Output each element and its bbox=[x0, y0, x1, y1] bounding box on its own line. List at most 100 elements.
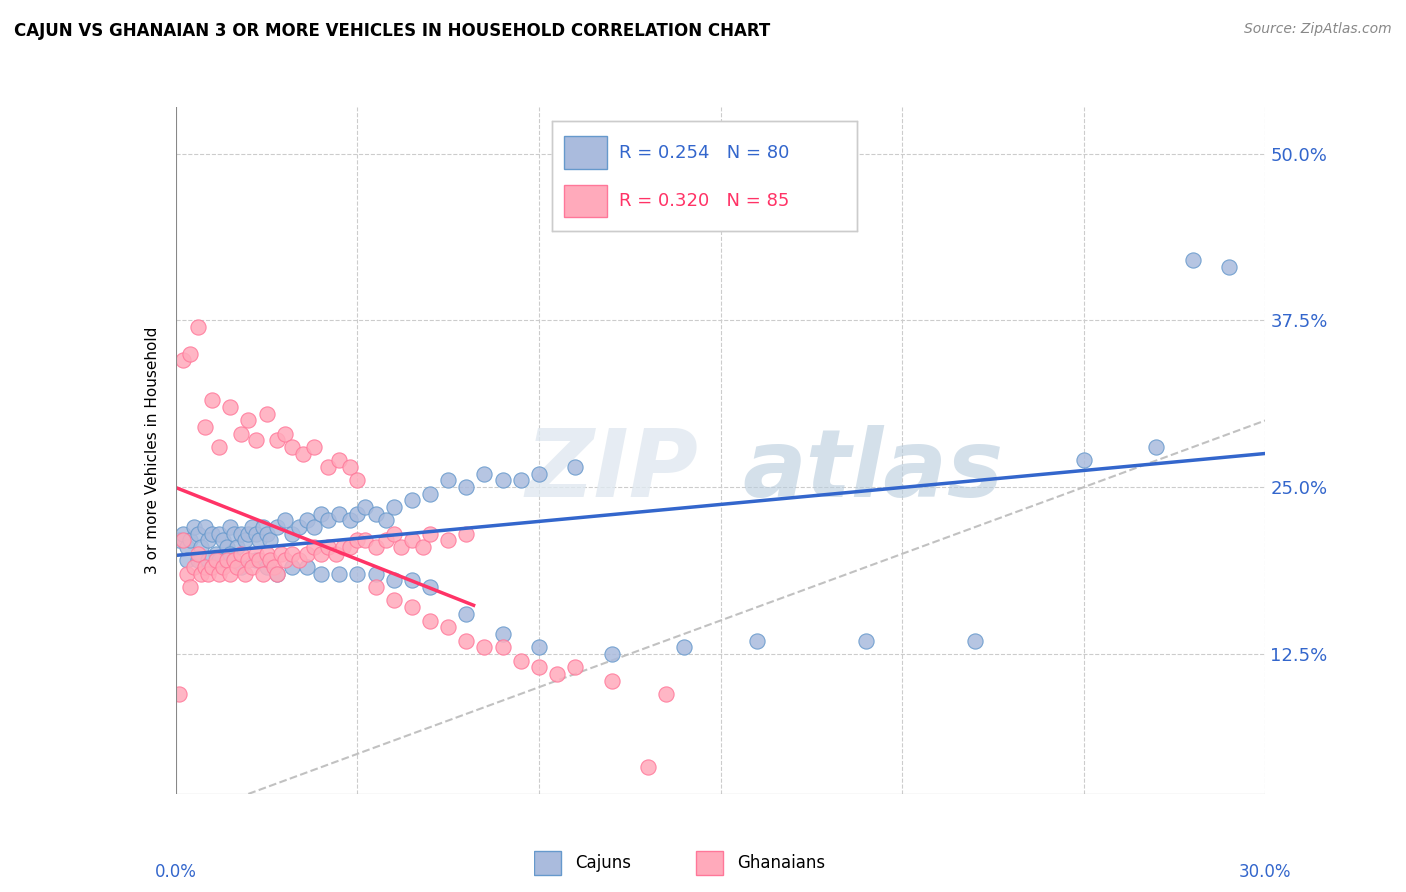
Point bbox=[855, 633, 877, 648]
Text: atlas: atlas bbox=[742, 425, 1004, 517]
Point bbox=[346, 474, 368, 488]
Point bbox=[401, 533, 423, 548]
Point bbox=[194, 420, 217, 434]
Point bbox=[219, 566, 242, 581]
Point bbox=[353, 500, 375, 515]
Text: Source: ZipAtlas.com: Source: ZipAtlas.com bbox=[1244, 22, 1392, 37]
Point bbox=[226, 540, 249, 554]
Point bbox=[295, 513, 318, 527]
Point bbox=[564, 660, 586, 674]
Point bbox=[194, 520, 217, 534]
Point bbox=[419, 614, 441, 628]
Point bbox=[281, 440, 304, 454]
Point bbox=[318, 513, 340, 527]
Point bbox=[339, 513, 361, 527]
Y-axis label: 3 or more Vehicles in Household: 3 or more Vehicles in Household bbox=[145, 326, 160, 574]
Point bbox=[259, 533, 281, 548]
Point bbox=[186, 320, 209, 334]
Point bbox=[197, 533, 219, 548]
Point bbox=[233, 533, 256, 548]
Point bbox=[172, 353, 194, 368]
Point bbox=[412, 540, 434, 554]
Point bbox=[527, 467, 550, 481]
Point bbox=[215, 553, 238, 567]
Point bbox=[492, 640, 515, 655]
Point bbox=[266, 434, 288, 448]
Point bbox=[318, 540, 340, 554]
Point bbox=[492, 627, 515, 641]
Point bbox=[339, 540, 361, 554]
Point bbox=[291, 447, 314, 461]
Point bbox=[245, 434, 267, 448]
Point bbox=[256, 547, 278, 561]
Point bbox=[325, 547, 347, 561]
Point bbox=[263, 560, 285, 574]
Point bbox=[382, 593, 405, 607]
Point bbox=[309, 566, 332, 581]
Point bbox=[194, 560, 217, 574]
Point bbox=[437, 620, 460, 634]
Point bbox=[208, 566, 231, 581]
Point bbox=[637, 760, 659, 774]
Point bbox=[256, 526, 278, 541]
Point bbox=[332, 540, 354, 554]
Point bbox=[176, 540, 198, 554]
Point bbox=[266, 566, 288, 581]
Point bbox=[222, 526, 245, 541]
Point bbox=[231, 526, 253, 541]
Point bbox=[963, 633, 986, 648]
Text: Cajuns: Cajuns bbox=[575, 854, 631, 872]
Point bbox=[186, 526, 209, 541]
Text: 0.0%: 0.0% bbox=[155, 863, 197, 881]
Point bbox=[295, 560, 318, 574]
Point bbox=[256, 407, 278, 421]
Point bbox=[247, 533, 270, 548]
Point bbox=[274, 426, 297, 441]
Point bbox=[600, 673, 623, 688]
Point bbox=[281, 560, 304, 574]
Point bbox=[266, 566, 288, 581]
Point bbox=[274, 513, 297, 527]
Point bbox=[339, 460, 361, 475]
Point bbox=[208, 526, 231, 541]
FancyBboxPatch shape bbox=[534, 851, 561, 875]
Point bbox=[238, 413, 260, 427]
Point bbox=[302, 440, 325, 454]
Point bbox=[215, 540, 238, 554]
Point bbox=[252, 520, 274, 534]
Point bbox=[183, 560, 205, 574]
Point bbox=[527, 660, 550, 674]
Point bbox=[401, 493, 423, 508]
Point bbox=[281, 547, 304, 561]
Point bbox=[288, 520, 311, 534]
Point bbox=[1073, 453, 1095, 467]
Point bbox=[245, 526, 267, 541]
Point bbox=[266, 520, 288, 534]
Point bbox=[600, 647, 623, 661]
Point bbox=[302, 520, 325, 534]
Point bbox=[375, 513, 398, 527]
Point bbox=[240, 520, 263, 534]
Point bbox=[546, 666, 568, 681]
Point bbox=[238, 553, 260, 567]
Point bbox=[364, 566, 387, 581]
Point bbox=[401, 574, 423, 588]
Point bbox=[238, 526, 260, 541]
Point bbox=[302, 540, 325, 554]
Point bbox=[208, 553, 231, 567]
Point bbox=[219, 400, 242, 414]
Point bbox=[179, 580, 201, 594]
Point bbox=[172, 526, 194, 541]
Point bbox=[274, 553, 297, 567]
Point bbox=[1146, 440, 1168, 454]
Text: 30.0%: 30.0% bbox=[1239, 863, 1292, 881]
Point bbox=[226, 560, 249, 574]
Point bbox=[169, 687, 191, 701]
Point bbox=[295, 547, 318, 561]
Point bbox=[245, 547, 267, 561]
Point bbox=[256, 560, 278, 574]
Point bbox=[190, 540, 212, 554]
Point bbox=[456, 607, 478, 621]
Point bbox=[186, 553, 209, 567]
Point bbox=[270, 547, 292, 561]
